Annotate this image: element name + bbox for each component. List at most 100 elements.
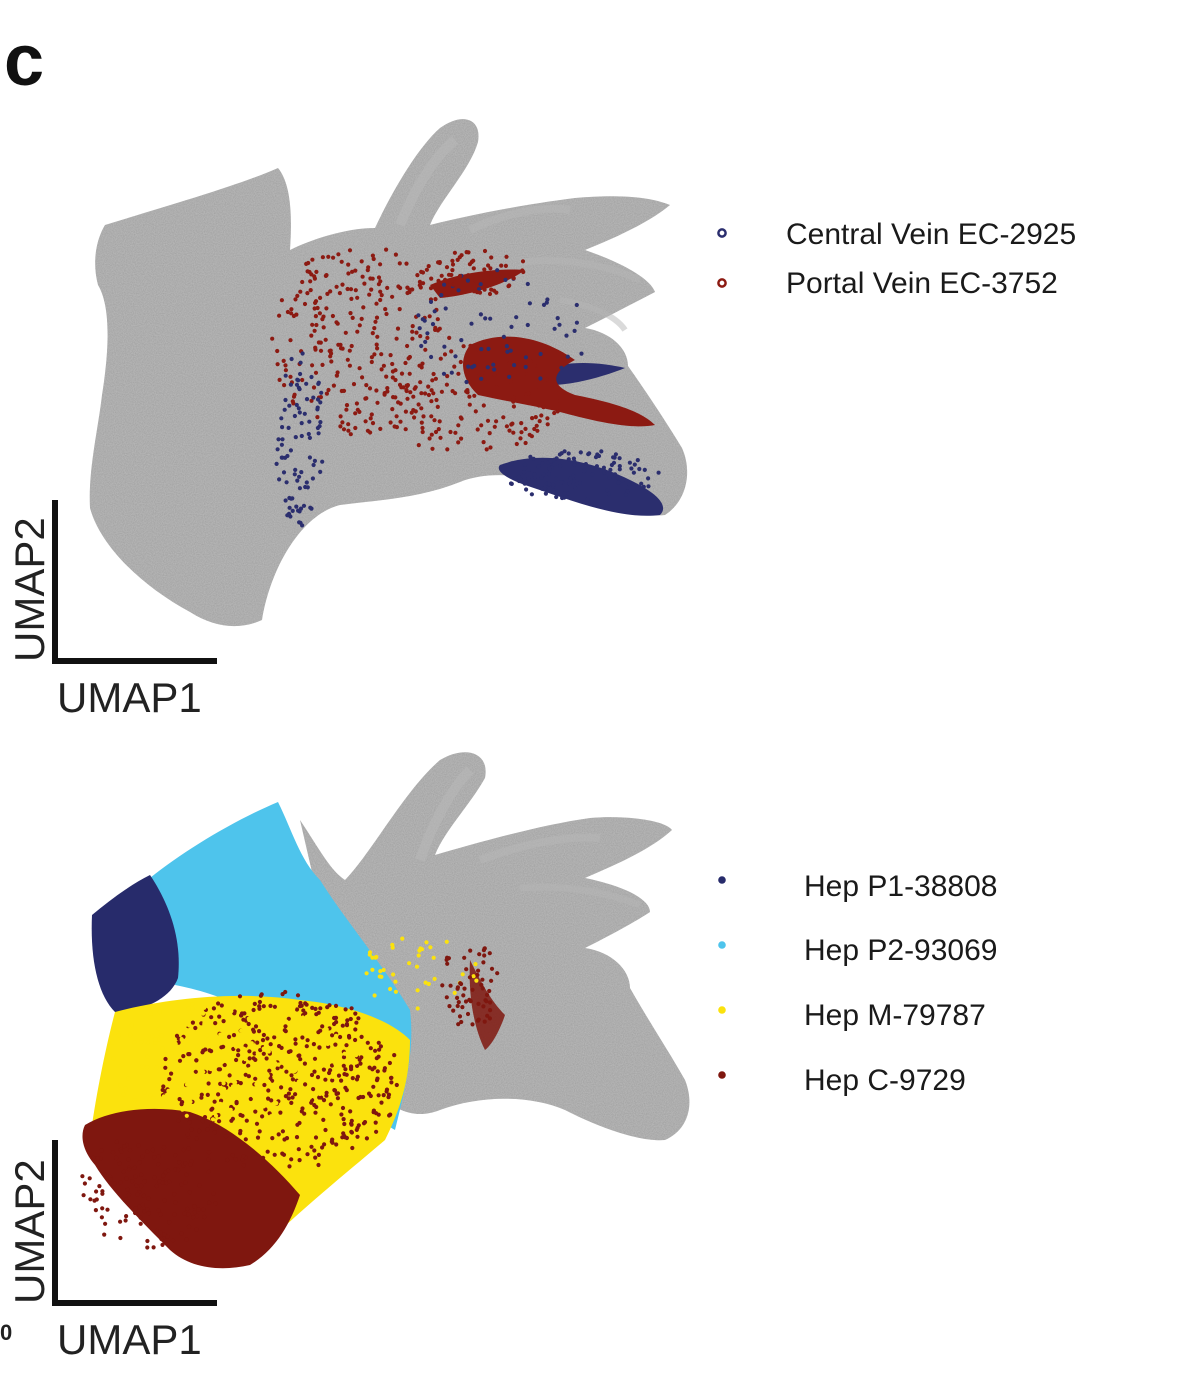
hep-c-point — [316, 1152, 321, 1157]
central-vein-point — [523, 355, 529, 360]
central-vein-point — [522, 481, 527, 486]
portal-vein-point — [378, 289, 383, 294]
portal-vein-point — [375, 334, 380, 339]
hep-c-point — [377, 1047, 382, 1052]
portal-vein-point — [466, 356, 471, 361]
hep-c-point — [99, 1148, 104, 1153]
hep-c-point — [239, 1013, 244, 1018]
hep-c-point — [202, 1214, 207, 1220]
portal-vein-point — [541, 405, 546, 410]
central-vein-point — [539, 475, 544, 480]
central-vein-point — [616, 480, 621, 485]
portal-vein-point — [437, 260, 442, 266]
portal-vein-point — [484, 447, 489, 452]
central-vein-point — [304, 397, 310, 402]
hep-m-point — [190, 1072, 195, 1077]
hep-c-point — [482, 953, 487, 958]
central-vein-point — [611, 455, 616, 460]
hep-m-point — [473, 962, 478, 967]
hep-m-point — [265, 1073, 270, 1078]
hep-c-point — [140, 1154, 145, 1159]
central-vein-point — [304, 381, 309, 386]
central-vein-point — [453, 354, 458, 359]
legend-item-portal-vein: Portal Vein EC-3752 — [717, 267, 1058, 300]
hep-c-point — [315, 1075, 321, 1080]
hep-m-point — [229, 1009, 234, 1014]
hep-c-point — [345, 1018, 350, 1023]
hep-c-point — [182, 1211, 187, 1216]
portal-vein-point — [419, 406, 424, 411]
portal-vein-point — [315, 305, 320, 311]
hep-m-point — [153, 1037, 158, 1042]
hep-m-point — [180, 1107, 185, 1112]
central-vein-point — [529, 492, 535, 497]
hep-c-point — [241, 1154, 246, 1159]
portal-vein-point — [347, 348, 352, 353]
hep-c-point — [118, 1219, 123, 1224]
hep-c-point — [485, 1013, 490, 1018]
portal-vein-point — [539, 413, 544, 418]
portal-vein-point — [288, 338, 293, 343]
hep-c-point — [176, 1118, 181, 1123]
hep-c-point — [477, 952, 482, 957]
hep-c-point — [371, 1108, 376, 1113]
portal-vein-point — [390, 407, 395, 412]
hep-c-point — [318, 1006, 323, 1011]
portal-vein-point — [528, 359, 533, 364]
portal-vein-point — [532, 363, 537, 368]
portal-vein-point — [557, 398, 563, 403]
portal-vein-point — [446, 272, 452, 277]
portal-vein-point — [359, 259, 364, 264]
hep-c-point — [470, 987, 475, 992]
central-vein-point — [297, 474, 302, 479]
central-vein-point — [315, 397, 321, 402]
portal-vein-point — [368, 430, 373, 435]
hep-m-point — [173, 1041, 178, 1046]
hep-m-point — [222, 1031, 227, 1036]
hep-m-point — [428, 945, 433, 950]
portal-vein-point — [444, 287, 449, 292]
hep-m-point — [460, 972, 465, 977]
portal-vein-point — [429, 388, 434, 393]
portal-vein-point — [483, 371, 488, 376]
hep-c-point — [137, 1204, 142, 1209]
hep-c-point — [253, 1057, 258, 1062]
hep-c-point — [272, 1152, 277, 1157]
hep-c-point — [389, 1080, 394, 1085]
hep-c-point — [145, 1245, 150, 1250]
hep-c-point — [217, 1119, 222, 1124]
portal-vein-point — [347, 248, 353, 253]
central-vein-point — [307, 435, 312, 440]
hep-c-point — [327, 1070, 332, 1076]
central-vein-point — [608, 467, 613, 472]
portal-vein-point — [445, 447, 450, 452]
portal-vein-point — [481, 440, 486, 445]
portal-vein-point — [435, 317, 440, 322]
hep-c-point — [197, 1183, 202, 1188]
portal-vein-point — [346, 262, 351, 267]
hep-m-point — [391, 972, 396, 977]
portal-vein-point — [357, 409, 362, 414]
portal-vein-point — [348, 432, 353, 437]
central-vein-point — [478, 312, 483, 317]
hep-c-point — [219, 1003, 224, 1008]
hep-c-point — [302, 1111, 307, 1116]
hep-c-point — [244, 1118, 249, 1123]
hep-c-point — [460, 1005, 465, 1010]
portal-vein-point — [537, 419, 542, 424]
hep-m-point — [426, 981, 431, 987]
central-vein-point — [275, 447, 280, 452]
hep-m-point — [176, 1063, 181, 1068]
hep-c-point — [179, 1182, 184, 1187]
central-vein-point — [613, 472, 618, 477]
portal-vein-point — [309, 398, 314, 403]
hep-c-point — [350, 1076, 355, 1081]
hep-c-point — [261, 1032, 266, 1038]
portal-vein-point — [476, 373, 482, 378]
legend-label-hep-c: Hep C-9729 — [804, 1064, 966, 1097]
portal-vein-point — [369, 355, 374, 360]
portal-vein-point — [533, 387, 539, 392]
hep-m-point — [184, 1113, 189, 1118]
hep-m-point — [307, 1095, 312, 1100]
hep-c-point — [154, 1183, 159, 1189]
